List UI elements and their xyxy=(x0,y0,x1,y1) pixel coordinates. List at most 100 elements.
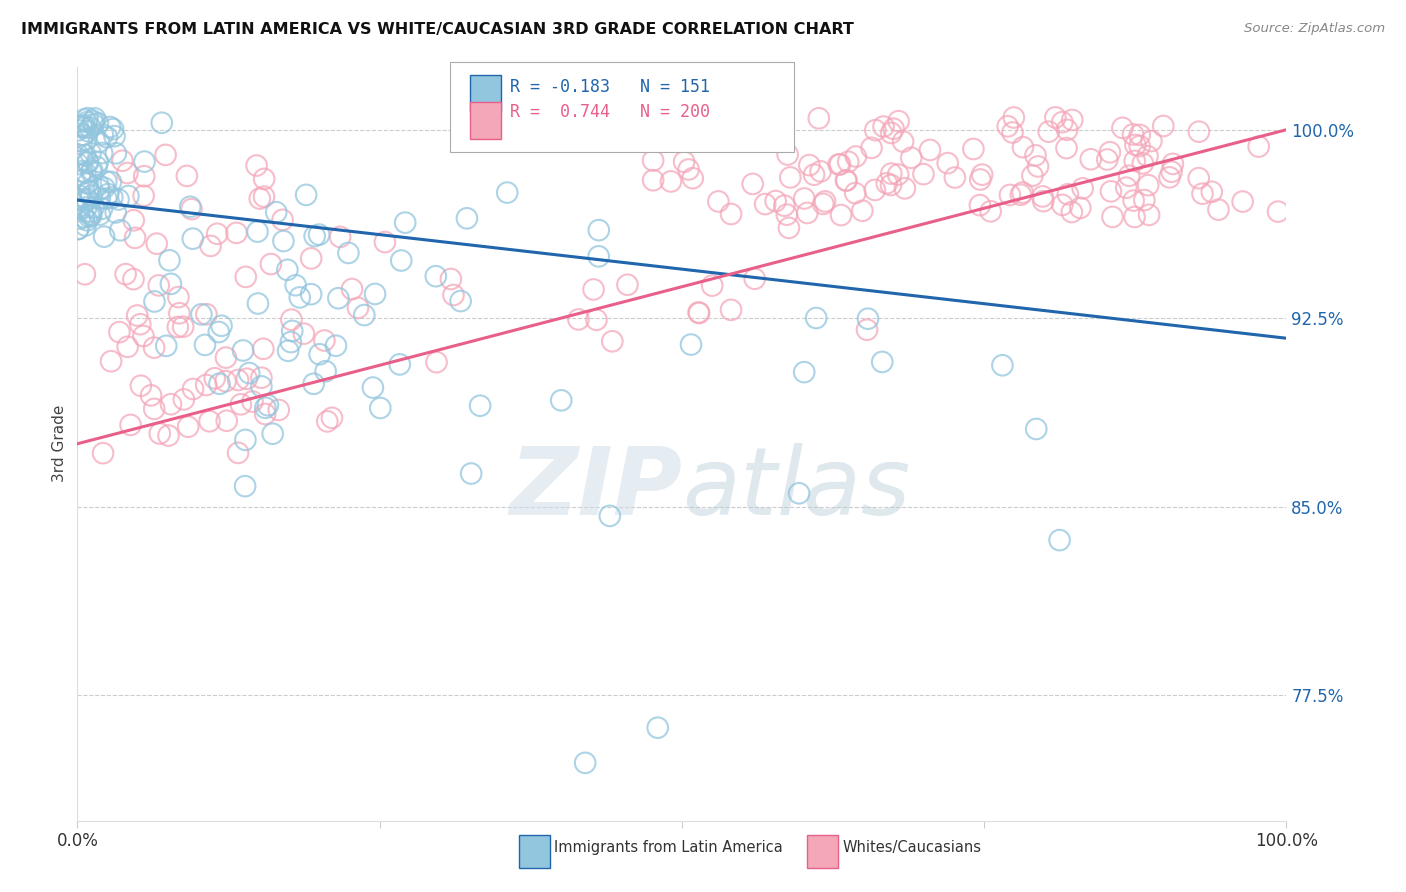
Point xyxy=(73,210,96,224)
Point xyxy=(779,170,801,185)
Point xyxy=(208,376,231,391)
Point xyxy=(468,399,491,413)
Point xyxy=(1152,119,1174,133)
Point xyxy=(277,343,299,358)
Point xyxy=(76,177,98,191)
Point xyxy=(70,153,93,168)
Point xyxy=(1111,120,1133,135)
Point xyxy=(246,296,269,310)
Point xyxy=(295,187,318,202)
Point xyxy=(1032,189,1054,203)
Point xyxy=(67,193,90,207)
Point xyxy=(143,341,166,355)
Point xyxy=(1071,181,1094,195)
Point xyxy=(1133,193,1156,207)
Point xyxy=(257,398,280,412)
Point xyxy=(143,401,166,416)
Point xyxy=(1123,210,1146,224)
Point xyxy=(1021,169,1043,183)
Point xyxy=(943,170,966,185)
Point xyxy=(1080,153,1102,167)
Point xyxy=(1098,145,1121,160)
Point xyxy=(226,373,249,387)
Point xyxy=(150,116,173,130)
Text: IMMIGRANTS FROM LATIN AMERICA VS WHITE/CAUCASIAN 3RD GRADE CORRELATION CHART: IMMIGRANTS FROM LATIN AMERICA VS WHITE/C… xyxy=(21,22,853,37)
Point xyxy=(773,199,796,213)
Point xyxy=(110,223,132,237)
Point xyxy=(70,135,93,149)
Point xyxy=(856,323,879,337)
Point xyxy=(91,446,114,460)
Point xyxy=(273,234,295,248)
Point xyxy=(97,187,120,202)
Point xyxy=(82,163,104,178)
Point xyxy=(353,308,375,322)
Point xyxy=(108,325,131,339)
Point xyxy=(284,278,307,293)
Point xyxy=(1032,194,1054,209)
Point xyxy=(1115,180,1137,194)
Point xyxy=(267,403,290,417)
Point xyxy=(211,318,233,333)
Point xyxy=(80,165,103,179)
Point xyxy=(340,282,363,296)
Point xyxy=(93,181,115,195)
Point xyxy=(73,120,96,135)
Point xyxy=(748,129,770,144)
Point xyxy=(145,236,167,251)
Point xyxy=(75,166,97,180)
Point xyxy=(1123,153,1146,168)
Point xyxy=(744,272,766,286)
Point xyxy=(75,132,97,146)
Point xyxy=(75,201,97,215)
Point xyxy=(148,278,170,293)
Point xyxy=(1011,186,1033,200)
Point xyxy=(880,178,903,192)
Point xyxy=(1012,140,1035,154)
Point xyxy=(394,216,416,230)
Point xyxy=(280,312,302,326)
Point xyxy=(264,205,287,219)
Point xyxy=(1201,185,1223,199)
Point xyxy=(214,374,236,388)
Point xyxy=(100,175,122,189)
Point xyxy=(84,112,107,126)
Point xyxy=(89,191,111,205)
Point xyxy=(793,192,815,206)
Point xyxy=(245,159,267,173)
Point xyxy=(972,168,994,182)
Point xyxy=(114,267,136,281)
Point xyxy=(496,186,519,200)
Point xyxy=(772,123,794,137)
Point xyxy=(894,181,917,195)
Point xyxy=(117,166,139,180)
Point xyxy=(616,277,638,292)
Point xyxy=(250,379,273,393)
Point xyxy=(194,338,217,352)
Point xyxy=(69,168,91,182)
Point xyxy=(122,213,145,227)
Point xyxy=(1191,186,1213,201)
Point xyxy=(806,310,828,325)
Point xyxy=(89,182,111,196)
Point xyxy=(440,272,463,286)
Point xyxy=(90,202,112,216)
Point xyxy=(830,208,852,222)
Point xyxy=(361,380,384,394)
Point xyxy=(682,171,704,186)
Point xyxy=(80,208,103,222)
Point xyxy=(104,205,127,219)
Point xyxy=(66,204,89,219)
Point xyxy=(233,479,256,493)
Point xyxy=(77,124,100,138)
Point xyxy=(328,291,350,305)
Point xyxy=(66,157,89,171)
Point xyxy=(315,364,337,378)
Point xyxy=(1125,138,1147,153)
Point xyxy=(1025,422,1047,436)
Point xyxy=(688,305,710,319)
Point xyxy=(149,426,172,441)
Point xyxy=(1038,125,1060,139)
Point xyxy=(1099,184,1122,198)
Point xyxy=(160,277,183,291)
